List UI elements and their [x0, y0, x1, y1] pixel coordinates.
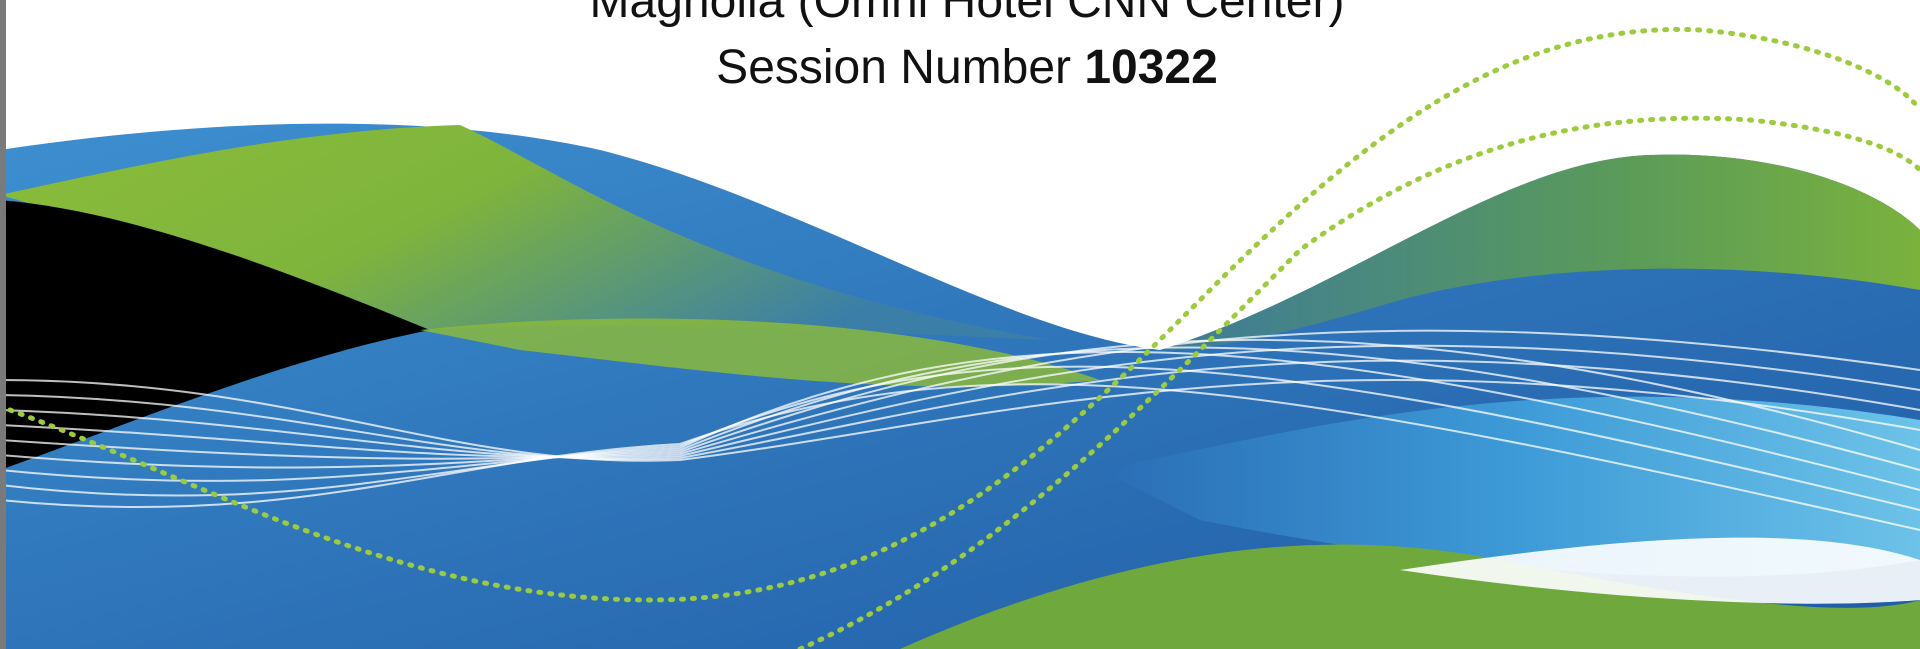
- session-line: Session Number 10322: [7, 40, 1920, 95]
- location-text: Magnolia (Omni Hotel CNN Center): [589, 0, 1345, 28]
- session-label: Session Number: [716, 41, 1071, 94]
- session-number: 10322: [1084, 41, 1218, 94]
- window-edge: [0, 0, 6, 649]
